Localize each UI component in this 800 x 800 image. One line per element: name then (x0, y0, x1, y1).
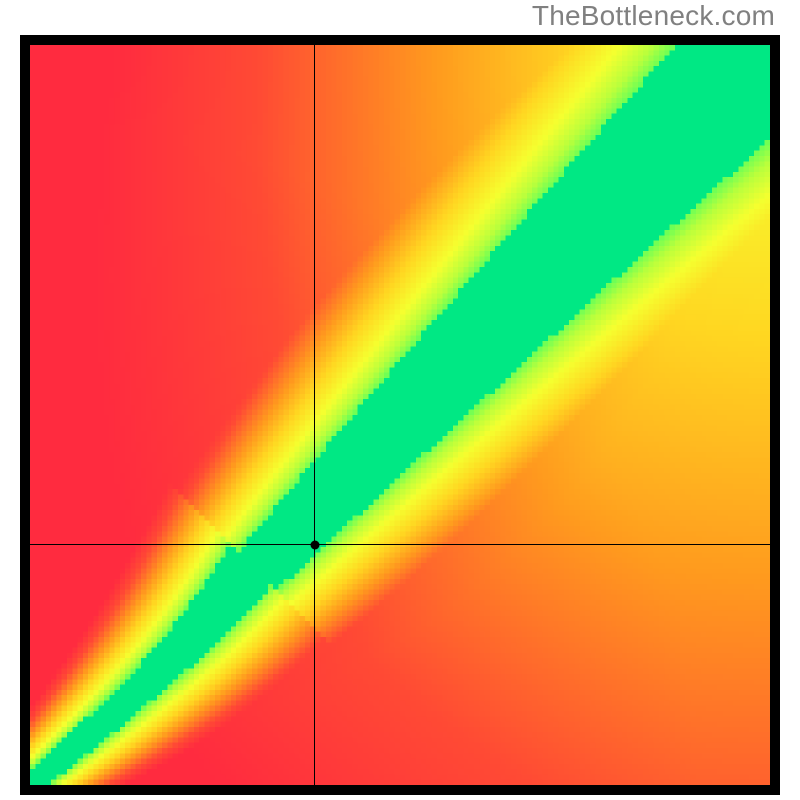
watermark-text: TheBottleneck.com (532, 0, 775, 32)
crosshair-horizontal (30, 544, 770, 545)
heatmap-canvas (30, 45, 770, 785)
crosshair-vertical (314, 45, 315, 785)
crosshair-marker (310, 540, 319, 549)
chart-stage: TheBottleneck.com (0, 0, 800, 800)
